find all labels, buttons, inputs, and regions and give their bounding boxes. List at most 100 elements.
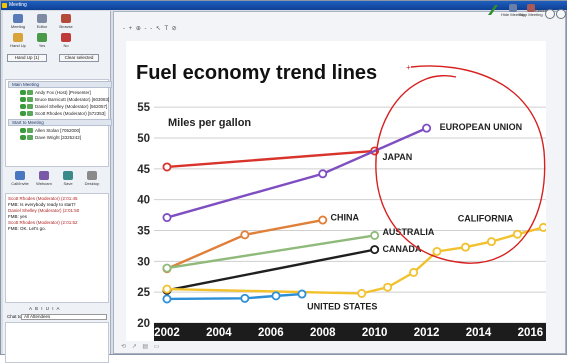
attendee-list: Main Meeting Andy Fox (Host) [Presenter]… [5, 79, 112, 167]
whiteboard-bottom-tools[interactable]: ⟲ ↗ ▤ ▭ [121, 344, 162, 350]
app-logo [488, 5, 498, 15]
meeting-controls: Hide Meeting Stop Meeting Refresh [489, 4, 567, 20]
series-label: JAPAN [382, 152, 412, 162]
y-tick-label: 20 [137, 318, 150, 330]
series-line-canada [166, 248, 375, 292]
data-point [370, 230, 380, 240]
save-button[interactable]: Save [57, 171, 79, 186]
title-bar: Meeting [1, 1, 567, 10]
call-invite-button[interactable]: Call/Invite [9, 171, 31, 186]
x-tick-label: 2004 [206, 327, 232, 339]
chat-format-toolbar[interactable]: A B I U I A [5, 305, 109, 312]
video-icon [27, 104, 33, 110]
fuel-economy-chart[interactable]: Fuel economy trend lines 20 25 30 35 40 45 50 5… [126, 41, 546, 341]
data-point [162, 294, 172, 304]
video-icon [27, 135, 33, 141]
series-line-australia [166, 234, 375, 270]
data-point [422, 123, 432, 133]
y-tick-label: 50 [137, 133, 150, 145]
stop-meeting-button[interactable]: Stop Meeting [519, 4, 543, 17]
start-meeting-section[interactable]: Start to Meeting [8, 119, 112, 126]
x-axis-ticks: 2002 2004 2006 2008 2010 2012 2014 2016 [154, 327, 543, 339]
data-point [162, 263, 172, 273]
data-point [383, 282, 393, 292]
cursor-crosshair: + [406, 63, 411, 72]
webcam-button[interactable]: Webcam [33, 171, 55, 186]
mic-icon [20, 97, 26, 103]
refresh-button[interactable]: Refresh [535, 8, 550, 13]
series-line-united-states [166, 292, 303, 301]
data-point [271, 291, 281, 301]
data-point [432, 246, 442, 256]
webcam-icon [39, 171, 49, 180]
chat-log: Scott Rhodes (Moderator) (2:01:45 FMB: I… [5, 193, 109, 303]
series-label: CALIFORNIA [458, 213, 514, 223]
handwritten-annotation-circle [375, 65, 546, 264]
hand-up-button[interactable]: Hand Up [7, 33, 29, 48]
attendee-item[interactable]: Bruce Barnicott (Moderator) [603083] [20, 97, 109, 103]
meeting-button[interactable]: Meeting [7, 14, 29, 29]
data-point [370, 245, 380, 255]
close-icon[interactable] [556, 9, 566, 19]
sidebar: Meeting Editor Browse Hand Up Yes No Han… [3, 11, 112, 363]
x-tick-label: 2016 [518, 327, 544, 339]
hide-meeting-button[interactable]: Hide Meeting [501, 4, 525, 17]
data-point [486, 237, 496, 247]
series-label: AUSTRALIA [382, 227, 434, 237]
minimize-icon[interactable] [545, 9, 555, 19]
chat-to-label: Chat to: [7, 314, 23, 319]
y-tick-label: 45 [137, 164, 150, 176]
mic-icon [20, 111, 26, 117]
hide-icon [508, 4, 517, 12]
y-tick-label: 30 [137, 256, 150, 268]
data-point [297, 289, 307, 299]
clear-selected-button[interactable]: Clear selected [59, 54, 99, 62]
hand-icon [13, 33, 23, 42]
editor-button[interactable]: Editor [31, 14, 53, 29]
no-button[interactable]: No [55, 33, 77, 48]
attendee-item[interactable]: Scott Rhodes (Moderator) [572353] [20, 111, 106, 117]
y-tick-label: 40 [137, 195, 150, 207]
chat-message: FMB: Is everybody ready to start? [8, 202, 76, 207]
video-icon [27, 97, 33, 103]
y-tick-label: 35 [137, 226, 150, 238]
x-axis-band [154, 323, 546, 341]
data-point [461, 242, 471, 252]
data-point [162, 162, 172, 172]
x-tick-label: 2002 [154, 327, 180, 339]
chat-sender: Scott Rhodes (Moderator) (2:01:52 [8, 220, 78, 225]
attendee-item[interactable]: Andy Fox (Host) [Presenter] [20, 90, 91, 96]
chart-title: Fuel economy trend lines [136, 62, 377, 84]
attendee-item[interactable]: Allen Stolan [7052000] [20, 128, 80, 134]
data-point [357, 288, 367, 298]
data-point [538, 222, 546, 232]
chat-recipient-select[interactable]: All Attendees [21, 314, 107, 320]
desktop-button[interactable]: Desktop [81, 171, 103, 186]
check-icon [37, 33, 47, 42]
data-point [162, 213, 172, 223]
video-icon [27, 90, 33, 96]
attendee-item[interactable]: Daniel Shelley (Moderator) [562057] [20, 104, 107, 110]
data-point [240, 293, 250, 303]
mic-icon [20, 104, 26, 110]
desktop-icon [87, 171, 97, 180]
y-tick-label: 55 [137, 102, 150, 114]
cross-icon [61, 33, 71, 42]
series-label: UNITED STATES [307, 301, 377, 311]
data-point [318, 169, 328, 179]
browse-button[interactable]: Browse [55, 14, 77, 29]
chat-input[interactable] [5, 322, 109, 363]
yes-button[interactable]: Yes [31, 33, 53, 48]
chart-subtitle: Miles per gallon [168, 117, 251, 129]
stop-icon [526, 4, 535, 12]
attendee-item[interactable]: Dave Wright [3325242] [20, 135, 81, 141]
series-label: CANADA [382, 244, 421, 254]
data-point [512, 229, 522, 239]
hand-up-count-link[interactable]: Hand Up (1) [7, 54, 47, 62]
chat-message: FMB: yes [8, 214, 28, 219]
whiteboard-toolbar[interactable]: - + ⊕ - - ↖ T ⊘ [123, 26, 178, 32]
main-meeting-section[interactable]: Main Meeting [8, 81, 112, 88]
chat-message: FMB: OK. Let's go. [8, 226, 46, 231]
video-icon [27, 128, 33, 134]
